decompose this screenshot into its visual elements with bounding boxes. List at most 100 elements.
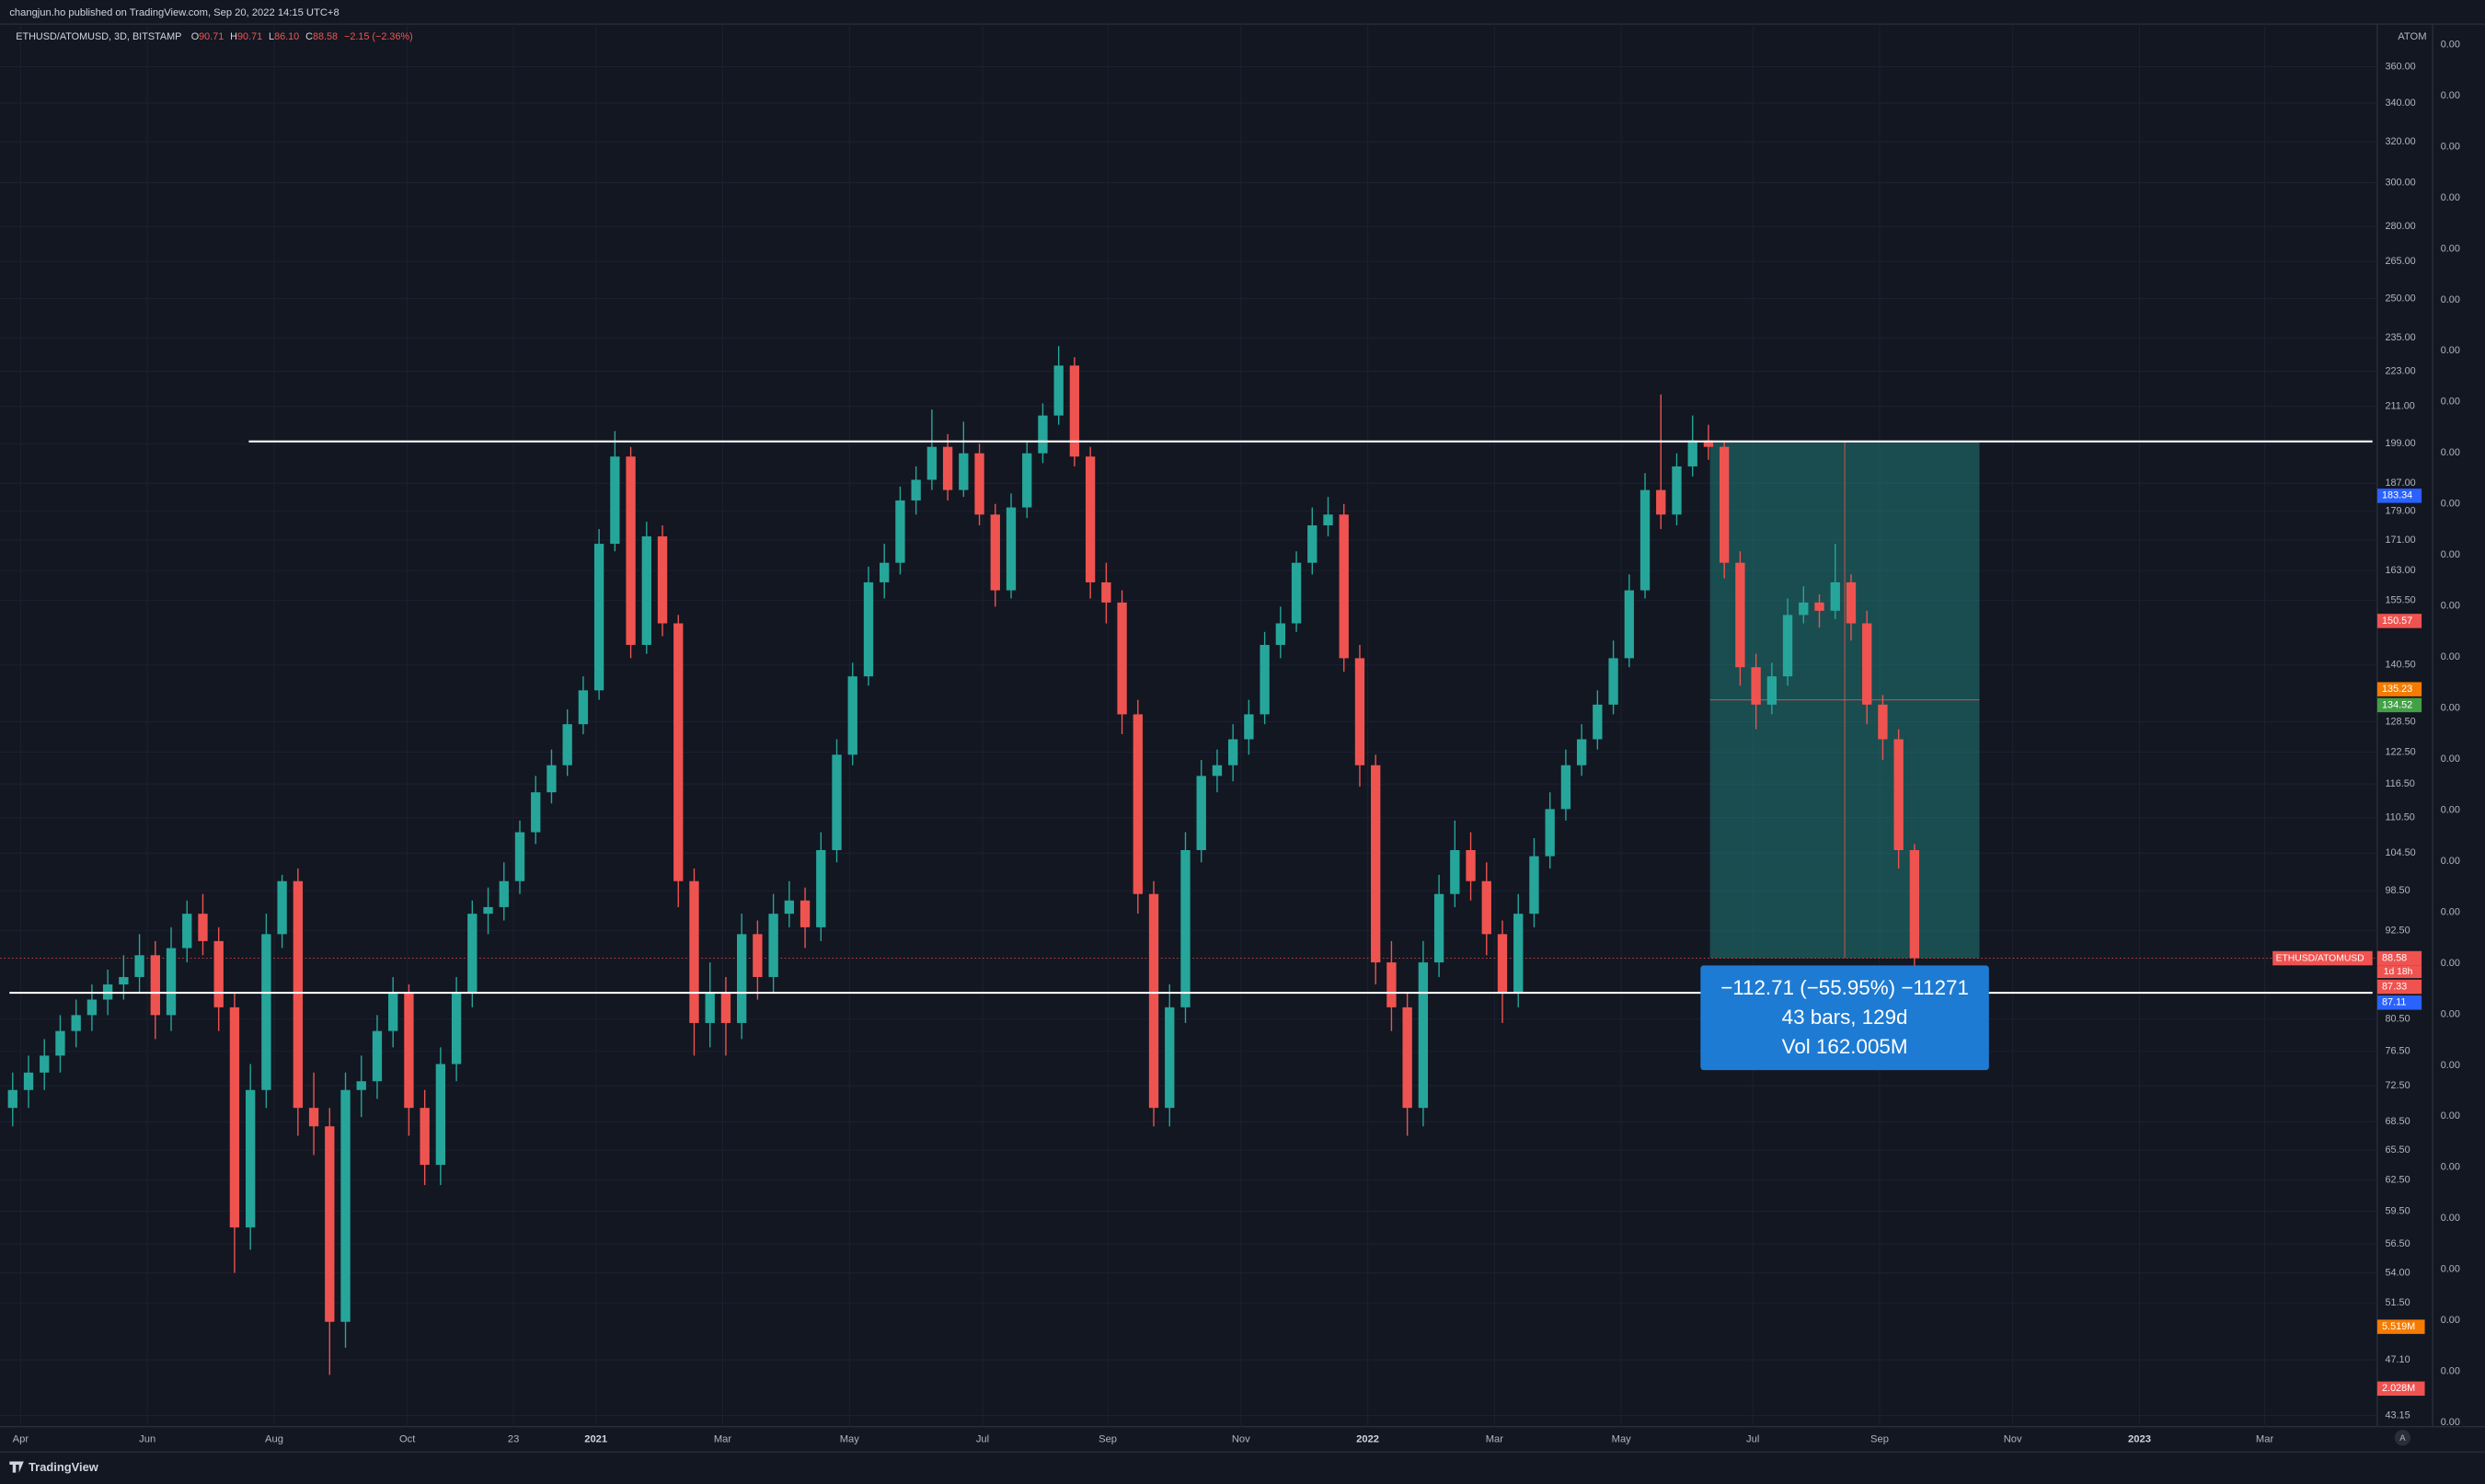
right-scale-label: 0.00 bbox=[2441, 141, 2460, 152]
y-tick-label: 51.50 bbox=[2385, 1297, 2410, 1308]
right-scale-label: 0.00 bbox=[2441, 90, 2460, 101]
candle-body bbox=[753, 934, 763, 977]
candle-body bbox=[7, 1089, 17, 1109]
x-tick-label: Mar bbox=[714, 1433, 732, 1444]
candle-body bbox=[990, 514, 1000, 591]
y-tick-label: 59.50 bbox=[2385, 1205, 2410, 1216]
candle-body bbox=[1751, 667, 1761, 705]
right-scale-label: 0.00 bbox=[2441, 906, 2460, 917]
candle-body bbox=[593, 544, 604, 691]
candle-body bbox=[420, 1108, 430, 1166]
x-tick-label: Mar bbox=[2256, 1433, 2274, 1444]
volume-label-bg bbox=[2376, 1381, 2425, 1397]
x-tick-label: Jul bbox=[976, 1433, 989, 1444]
y-tick-label: 250.00 bbox=[2385, 293, 2415, 304]
price-label-bg bbox=[2376, 950, 2422, 966]
y-tick-label: 92.50 bbox=[2385, 925, 2410, 936]
candle-body bbox=[1371, 765, 1381, 963]
y-tick-label: 104.50 bbox=[2385, 847, 2415, 858]
y-tick-label: 223.00 bbox=[2385, 365, 2415, 376]
candle-body bbox=[1481, 880, 1491, 935]
candle-body bbox=[1069, 365, 1080, 457]
candle-body bbox=[705, 992, 715, 1023]
right-scale-label: 0.00 bbox=[2441, 1162, 2460, 1173]
right-scale-label: 0.00 bbox=[2441, 651, 2460, 662]
price-label-bg bbox=[2376, 995, 2422, 1010]
candle-body bbox=[942, 446, 953, 490]
candle-body bbox=[641, 535, 651, 645]
legend-change: −2.15 (−2.36%) bbox=[344, 31, 413, 42]
candle-body bbox=[1053, 365, 1064, 416]
right-scale-label: 0.00 bbox=[2441, 243, 2460, 254]
axis-button[interactable] bbox=[2394, 1430, 2411, 1446]
y-tick-label: 65.50 bbox=[2385, 1145, 2410, 1156]
y-tick-label: 116.50 bbox=[2385, 778, 2414, 789]
y-tick-label: 72.50 bbox=[2385, 1080, 2410, 1091]
right-scale-label: 0.00 bbox=[2441, 549, 2460, 560]
candle-body bbox=[1196, 776, 1206, 851]
axis-unit: ATOM bbox=[2398, 31, 2426, 42]
y-tick-label: 98.50 bbox=[2385, 885, 2410, 896]
legend-key: C bbox=[305, 31, 313, 42]
price-label: 134.52 bbox=[2382, 699, 2412, 710]
y-tick-label: 110.50 bbox=[2385, 812, 2414, 823]
right-scale-label: 0.00 bbox=[2441, 39, 2460, 50]
x-tick-label: Sep bbox=[1099, 1433, 1117, 1444]
measure-label-bg bbox=[1700, 965, 1989, 1071]
right-scale-label: 0.00 bbox=[2441, 601, 2460, 612]
candle-body bbox=[23, 1072, 34, 1090]
y-tick-label: 163.00 bbox=[2385, 565, 2415, 576]
price-label: 87.11 bbox=[2382, 997, 2406, 1008]
right-scale-label: 0.00 bbox=[2441, 958, 2460, 969]
candle-body bbox=[926, 446, 938, 480]
x-tick-label: Nov bbox=[2004, 1433, 2022, 1444]
candle-body bbox=[499, 880, 509, 907]
candle-body bbox=[578, 690, 589, 725]
candle-body bbox=[895, 500, 905, 563]
candle-body bbox=[1260, 644, 1270, 715]
right-scale-label: 0.00 bbox=[2441, 1366, 2460, 1377]
candle-body bbox=[1339, 514, 1349, 659]
y-tick-label: 54.00 bbox=[2385, 1267, 2410, 1278]
candle-body bbox=[673, 623, 684, 881]
candle-body bbox=[166, 948, 177, 1016]
volume-label-bg bbox=[2376, 1319, 2425, 1334]
legend-value: 88.58 bbox=[313, 31, 338, 42]
y-tick-label: 68.50 bbox=[2385, 1116, 2410, 1127]
candle-body bbox=[1466, 850, 1476, 881]
right-scale-label: 0.00 bbox=[2441, 345, 2460, 356]
candle-body bbox=[1148, 893, 1159, 1109]
candle-body bbox=[689, 880, 699, 1023]
candle-body bbox=[1893, 739, 1904, 851]
y-tick-label: 235.00 bbox=[2385, 332, 2415, 343]
right-scale-label: 0.00 bbox=[2441, 754, 2460, 765]
x-tick-label: 2022 bbox=[1356, 1433, 1379, 1444]
candle-body bbox=[1735, 562, 1745, 668]
x-tick-label: Apr bbox=[13, 1433, 29, 1444]
countdown: 1d 18h bbox=[2384, 967, 2413, 977]
publisher: changjun.ho published on TradingView.com… bbox=[9, 7, 339, 18]
y-tick-label: 360.00 bbox=[2385, 61, 2415, 72]
x-tick-label: Nov bbox=[1232, 1433, 1250, 1444]
legend-symbol: ETHUSD/ATOMUSD, 3D, BITSTAMP bbox=[16, 31, 181, 42]
x-tick-label: Mar bbox=[1486, 1433, 1504, 1444]
y-tick-label: 43.15 bbox=[2385, 1409, 2410, 1421]
right-scale-label: 0.00 bbox=[2441, 1008, 2460, 1019]
x-tick-label: Oct bbox=[399, 1433, 416, 1444]
candle-body bbox=[736, 934, 747, 1023]
candle-body bbox=[1085, 456, 1096, 582]
price-label: 87.33 bbox=[2382, 981, 2407, 992]
candle-body bbox=[1038, 415, 1048, 454]
candle-body bbox=[1593, 704, 1603, 740]
symbol-tag-bg bbox=[2272, 950, 2373, 966]
candle-body bbox=[229, 1007, 240, 1228]
candle-body bbox=[404, 992, 414, 1109]
price-label-bg bbox=[2376, 682, 2422, 696]
right-scale-label: 0.00 bbox=[2441, 804, 2460, 815]
candle-body bbox=[55, 1030, 65, 1056]
candle-body bbox=[388, 992, 398, 1031]
candle-body bbox=[1909, 850, 1920, 959]
candle-body bbox=[1006, 507, 1017, 591]
candle-body bbox=[832, 754, 842, 851]
